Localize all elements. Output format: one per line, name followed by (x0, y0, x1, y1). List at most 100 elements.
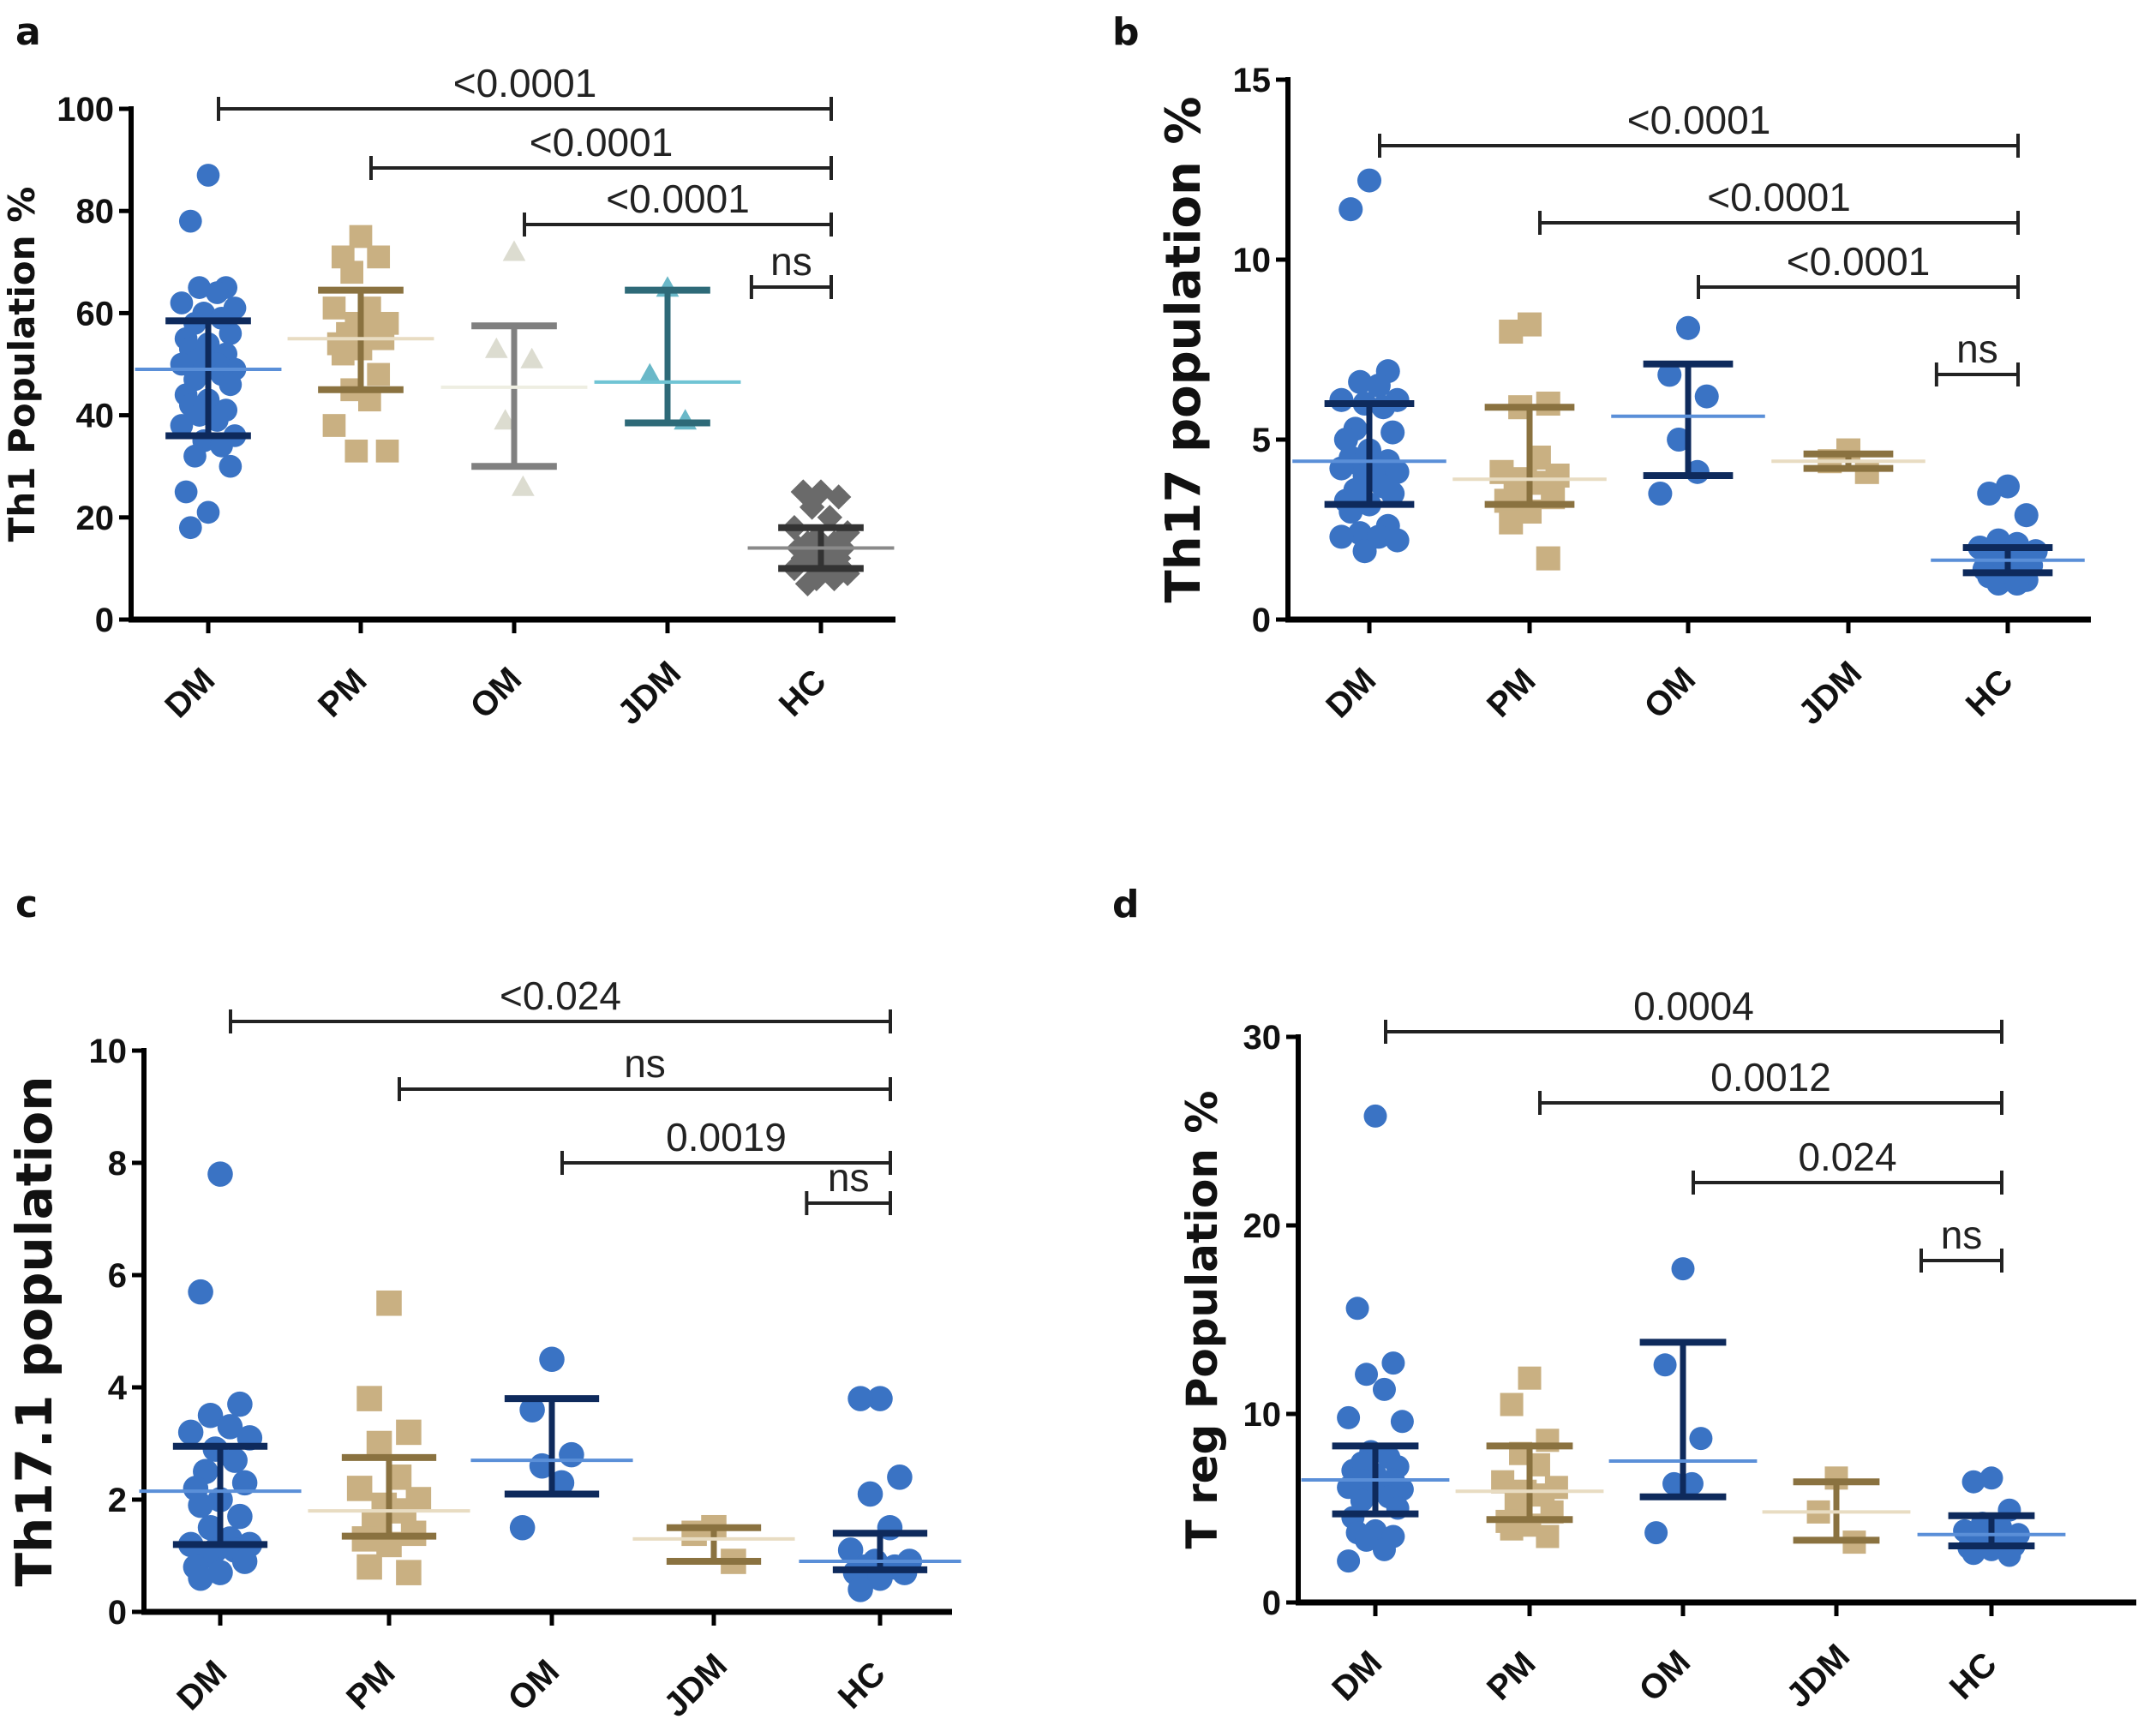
x-tick-label: OM (1632, 1643, 1698, 1709)
x-tick-label: HC (772, 662, 834, 724)
group-HC (1931, 474, 2085, 596)
data-point (559, 1441, 584, 1468)
y-tick-label: 0 (1252, 602, 1271, 639)
data-point (1667, 427, 1692, 452)
data-point (174, 480, 198, 504)
data-point (396, 1560, 422, 1585)
data-point (1366, 373, 1391, 398)
data-point (1333, 427, 1358, 452)
group-JDM (632, 1514, 795, 1574)
data-point (511, 475, 535, 496)
data-point (1854, 459, 1879, 484)
y-tick-label: 100 (57, 91, 114, 129)
data-point (196, 164, 220, 187)
data-point (539, 1346, 565, 1373)
p-value-label: ns (828, 1155, 870, 1200)
data-point (188, 1492, 213, 1518)
data-point (1371, 395, 1396, 420)
p-value-label: <0.0001 (1787, 239, 1931, 284)
data-point (1995, 474, 2021, 499)
data-point (1345, 1297, 1369, 1321)
group-OM (1611, 315, 1765, 506)
x-tick-label: PM (1480, 1644, 1543, 1708)
data-point (231, 1548, 258, 1574)
data-point (170, 291, 194, 314)
x-tick-label: DM (1319, 661, 1383, 725)
y-tick-label: 30 (1243, 1019, 1282, 1057)
data-point (188, 404, 212, 427)
group-JDM (1771, 438, 1925, 484)
x-tick-label: DM (158, 661, 222, 725)
data-point (349, 225, 373, 249)
data-point (188, 1279, 213, 1305)
data-point (847, 1386, 873, 1411)
data-point (322, 296, 346, 320)
data-point (1381, 1351, 1405, 1375)
y-tick-label: 2 (108, 1482, 127, 1519)
data-point (219, 321, 243, 345)
group-DM (1301, 1104, 1450, 1573)
data-point (1339, 197, 1363, 222)
data-point (183, 444, 207, 468)
data-point (1329, 387, 1354, 412)
x-tick-label: PM (311, 662, 374, 725)
data-point (520, 347, 544, 368)
data-point (484, 337, 508, 358)
group-PM (1452, 312, 1607, 571)
panel-letter: a (15, 10, 41, 54)
y-tick-label: 0 (95, 602, 114, 639)
group-JDM (594, 276, 741, 430)
group-PM (1455, 1366, 1604, 1548)
data-point (197, 1514, 224, 1541)
panel-letter: d (1112, 883, 1140, 926)
data-point (509, 1514, 536, 1541)
data-point (322, 414, 346, 437)
significance-bracket: <0.0001 (369, 120, 833, 180)
data-point (367, 362, 391, 386)
data-point (1644, 1521, 1668, 1545)
group-DM (1292, 168, 1446, 564)
data-point (1977, 481, 2002, 506)
data-point (1536, 1524, 1560, 1548)
data-point (170, 414, 194, 437)
x-tick-label: JDM (1779, 1637, 1857, 1715)
data-point (1653, 1353, 1677, 1377)
data-point (1494, 488, 1518, 513)
y-tick-label: 0 (108, 1594, 127, 1632)
y-tick-label: 8 (108, 1145, 127, 1183)
data-point (197, 1402, 224, 1429)
x-tick-label: HC (1959, 662, 2021, 724)
x-tick-label: JDM (610, 654, 688, 732)
group-HC (799, 1386, 961, 1602)
data-point (375, 439, 399, 463)
significance-bracket: ns (749, 239, 833, 299)
data-point (1536, 546, 1560, 571)
data-point (231, 1470, 258, 1496)
p-value-label: <0.0001 (606, 177, 750, 221)
data-point (1671, 1257, 1695, 1281)
data-point (1380, 481, 1405, 506)
y-tick-label: 80 (76, 193, 115, 231)
significance-bracket: ns (1919, 1213, 2003, 1273)
data-point (1372, 1537, 1396, 1561)
data-point (1499, 319, 1524, 344)
group-JDM (1762, 1466, 1911, 1554)
data-point (1390, 1410, 1414, 1434)
y-tick-label: 5 (1252, 422, 1271, 459)
y-tick-label: 10 (1243, 1396, 1282, 1434)
significance-bracket: 0.0004 (1384, 984, 2003, 1044)
data-point (1337, 1549, 1361, 1573)
group-DM (135, 164, 282, 540)
group-DM (139, 1161, 302, 1591)
group-PM (308, 1290, 470, 1585)
data-point (1689, 1427, 1713, 1451)
data-point (519, 1397, 545, 1423)
data-point (227, 1391, 253, 1417)
group-HC (1917, 1466, 2066, 1567)
significance-bracket: <0.0001 (1378, 98, 2020, 158)
data-point (837, 1537, 864, 1563)
x-tick-label: OM (1637, 660, 1703, 726)
data-point (205, 281, 229, 304)
data-point (344, 439, 368, 463)
